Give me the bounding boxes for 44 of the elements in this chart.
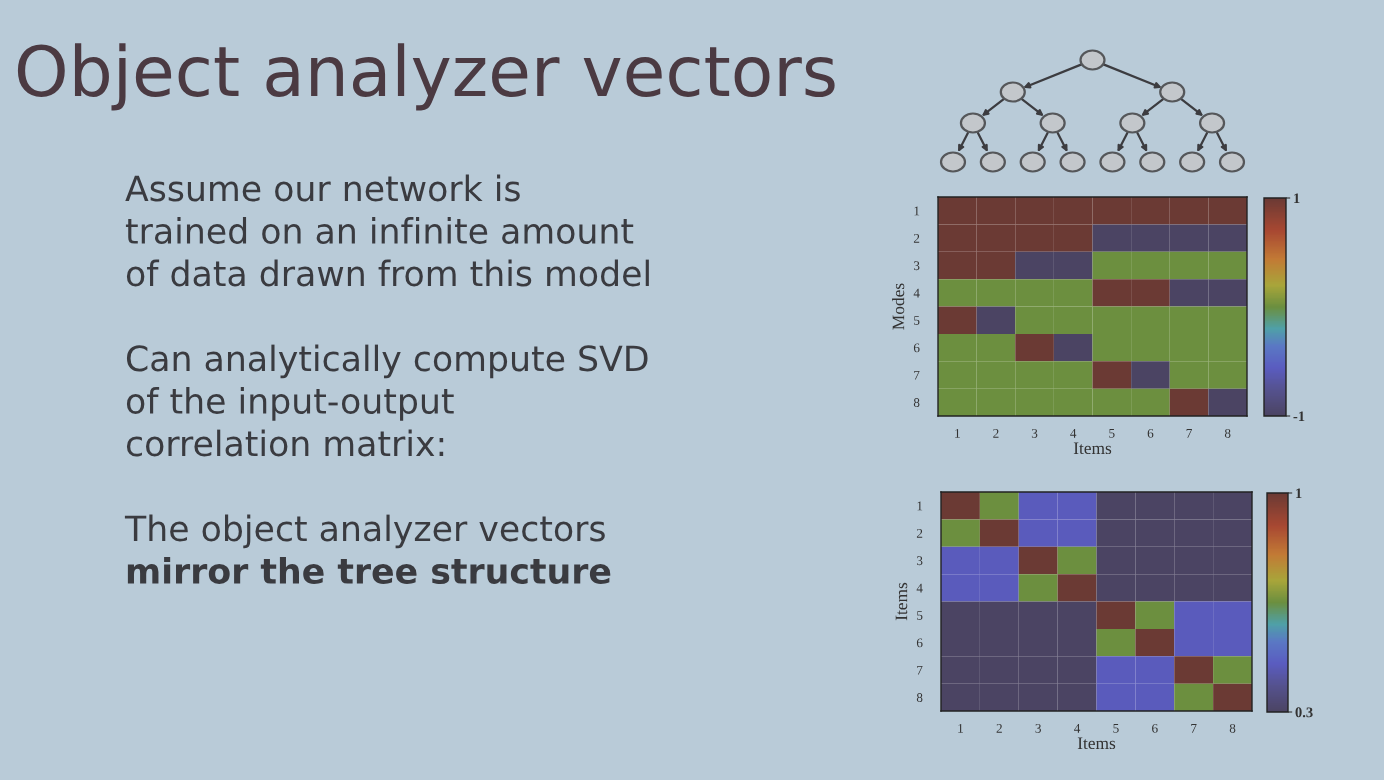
x-tick-label: 6 [1152,723,1158,733]
x-tick-label: 7 [1191,724,1197,733]
y-tick-label: 8 [916,693,923,703]
y-tick-label: 5 [914,316,920,325]
x-tick-label: 6 [1147,428,1154,438]
color-bar-label: 0.3 [1295,707,1313,718]
text: Assume our network is trained on an infinite amount of data drawn from this model [125,174,649,287]
y-tick-label: 2 [916,528,923,538]
y-axis-title: Modes [892,283,905,330]
color-bar-label: -1 [1293,411,1305,422]
x-tick-label: 4 [1070,428,1077,438]
x-tick-label: 8 [1224,428,1231,438]
x-tick-label: 5 [1113,724,1119,733]
y-tick-label: 1 [917,501,923,511]
text: The object analyzer vectors mirror the tree structure [124,514,611,584]
x-tick-label: 2 [996,723,1002,733]
y-tick-label: 8 [913,398,920,408]
y-axis-title: Items [895,582,908,621]
x-tick-label: 3 [1035,723,1041,733]
text: Can analytically compute SVD of the input-output correlation matrix: [126,344,648,457]
y-tick-label: 6 [913,343,920,353]
color-bar-label: 1 [1296,488,1302,499]
x-tick-label: 5 [1109,429,1115,438]
y-tick-label: 3 [913,261,920,271]
x-tick-label: 2 [993,428,999,438]
x-tick-label: 8 [1229,723,1236,733]
y-tick-label: 7 [914,370,920,380]
color-bar-label: 1 [1294,193,1300,204]
x-tick-label: 4 [1074,723,1081,733]
x-tick-label: 1 [958,723,963,733]
x-tick-label: 3 [1031,428,1038,438]
x-tick-label: 7 [1186,429,1192,438]
y-tick-label: 7 [917,665,923,675]
x-axis-title: Items [1073,442,1112,455]
text: Object analyzer vectors [17,43,835,111]
y-tick-label: 1 [914,206,920,216]
x-axis-title: Items [1077,737,1116,750]
x-tick-label: 1 [955,428,960,438]
y-tick-label: 3 [916,556,923,566]
y-tick-label: 2 [913,233,920,243]
y-tick-label: 4 [913,288,920,298]
y-tick-label: 4 [916,583,923,593]
y-tick-label: 5 [917,611,923,620]
y-tick-label: 6 [916,638,923,648]
